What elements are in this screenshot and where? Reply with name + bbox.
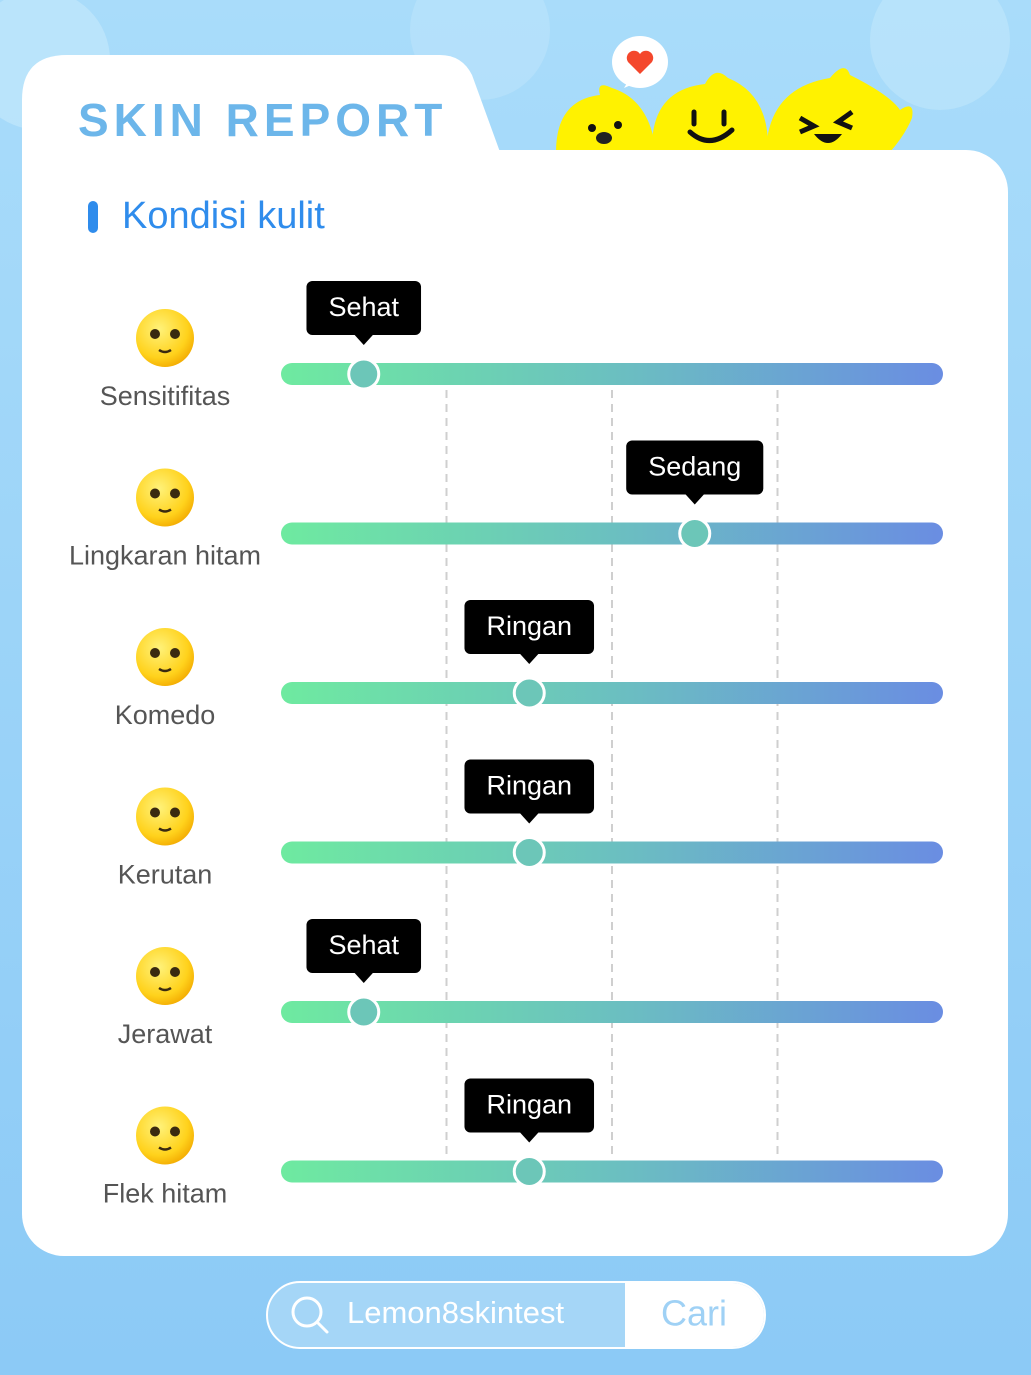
tooltip-text: Sedang bbox=[648, 452, 741, 482]
emoji bbox=[136, 947, 194, 1005]
tooltip-pointer bbox=[353, 972, 374, 983]
row-label: Sensitifitas bbox=[100, 381, 231, 411]
section-marker bbox=[88, 201, 98, 233]
row: Komedo Ringan bbox=[115, 600, 943, 730]
section-title: Kondisi kulit bbox=[122, 195, 325, 237]
tooltip: Sedang bbox=[626, 440, 764, 505]
tooltip: Ringan bbox=[464, 600, 595, 664]
slider-track bbox=[281, 1001, 943, 1023]
emoji-eye bbox=[150, 648, 160, 658]
emoji-eye bbox=[150, 807, 160, 818]
emoji-mouth bbox=[158, 348, 172, 354]
tooltip-box bbox=[464, 1078, 595, 1133]
slider-track bbox=[281, 1160, 943, 1183]
slider-knob bbox=[347, 357, 381, 391]
emoji-eye bbox=[170, 807, 180, 818]
tooltip-text: Sehat bbox=[328, 292, 399, 322]
emoji-eye bbox=[170, 648, 180, 658]
slider-track bbox=[281, 363, 943, 385]
emoji-eye bbox=[170, 488, 180, 499]
emoji-mouth bbox=[158, 667, 172, 673]
tooltip-pointer bbox=[519, 653, 540, 664]
tooltip-box bbox=[306, 281, 422, 335]
emoji bbox=[136, 309, 194, 367]
slider-knob bbox=[678, 517, 712, 550]
tooltip: Ringan bbox=[464, 1078, 595, 1143]
mascots bbox=[556, 36, 913, 152]
tooltip-box bbox=[626, 440, 764, 495]
tooltip-pointer bbox=[519, 1131, 540, 1143]
row-label: Kerutan bbox=[118, 860, 213, 890]
emoji-eye bbox=[150, 1126, 160, 1137]
search-placeholder[interactable]: Lemon8skintest bbox=[347, 1295, 565, 1330]
tooltip-box bbox=[306, 919, 422, 973]
tooltip-box bbox=[464, 759, 595, 814]
search-button[interactable]: Cari bbox=[661, 1293, 727, 1334]
slider-knob bbox=[512, 1155, 546, 1188]
emoji-mouth bbox=[158, 986, 172, 992]
row: Sensitifitas Sehat bbox=[100, 281, 943, 411]
row-label: Jerawat bbox=[118, 1019, 213, 1049]
search-button-bg[interactable] bbox=[625, 1283, 764, 1347]
row: Jerawat Sehat bbox=[118, 919, 943, 1049]
search-icon bbox=[291, 1296, 323, 1328]
emoji-eye bbox=[150, 488, 160, 499]
report-title: SKIN REPORT bbox=[78, 94, 447, 146]
search-bar[interactable]: Lemon8skintest Cari bbox=[266, 1281, 766, 1349]
tooltip-text: Ringan bbox=[486, 611, 572, 641]
tooltip-pointer bbox=[519, 812, 540, 824]
slider-knob bbox=[512, 836, 546, 869]
emoji bbox=[136, 1106, 194, 1165]
emoji bbox=[136, 787, 194, 846]
search-icon bbox=[315, 1320, 329, 1334]
tooltip: Ringan bbox=[464, 759, 595, 824]
emoji bbox=[136, 468, 194, 527]
row-label: Komedo bbox=[115, 700, 216, 730]
tooltip-text: Ringan bbox=[486, 771, 572, 801]
slider-knob bbox=[347, 995, 381, 1029]
slider-knob bbox=[512, 676, 546, 710]
emoji-eye bbox=[170, 967, 180, 977]
rows: Sensitifitas Sehat Lingkaran hitam Sedang Ko… bbox=[69, 281, 943, 1209]
tooltip-text: Ringan bbox=[486, 1090, 572, 1120]
tooltip-text: Sehat bbox=[328, 930, 399, 960]
tooltip: Sehat bbox=[306, 281, 422, 345]
slider-track bbox=[281, 682, 943, 704]
row-label: Flek hitam bbox=[103, 1179, 228, 1209]
tooltip-pointer bbox=[684, 493, 705, 505]
slider-track bbox=[281, 841, 943, 864]
row: Kerutan Ringan bbox=[118, 759, 943, 890]
row-label: Lingkaran hitam bbox=[69, 541, 261, 571]
row: Flek hitam Ringan bbox=[103, 1078, 943, 1209]
slider-track bbox=[281, 522, 943, 545]
emoji-mouth bbox=[158, 1146, 172, 1151]
emoji-eye bbox=[150, 329, 160, 339]
bubble bbox=[870, 0, 1010, 110]
emoji-eye bbox=[150, 967, 160, 977]
tooltip-pointer bbox=[353, 334, 374, 345]
row: Lingkaran hitam Sedang bbox=[69, 440, 943, 571]
title-tab bbox=[22, 55, 500, 152]
emoji bbox=[136, 628, 194, 686]
card-join bbox=[22, 150, 622, 210]
emoji-eye bbox=[170, 1126, 180, 1137]
emoji-eye bbox=[170, 329, 180, 339]
tooltip-box bbox=[464, 600, 595, 654]
grid bbox=[445, 390, 779, 1158]
emoji-mouth bbox=[158, 508, 172, 513]
tooltip: Sehat bbox=[306, 919, 422, 983]
emoji-mouth bbox=[158, 827, 172, 832]
